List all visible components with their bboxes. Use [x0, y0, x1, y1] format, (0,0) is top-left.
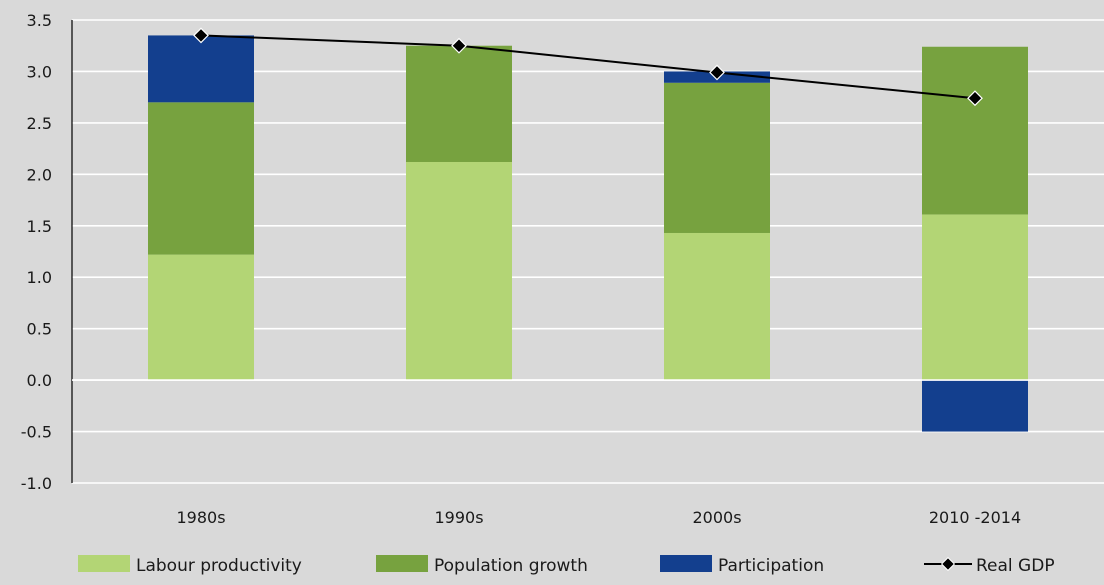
bar-labour-productivity-1980s: [148, 254, 254, 381]
legend-swatch-population-growth: [376, 555, 428, 572]
bar-population-growth-2000s: [664, 82, 770, 233]
marker-real-gdp-1990s: [451, 37, 467, 54]
legend-label-labour-productivity: Labour productivity: [136, 556, 302, 576]
y-tick-label: -0.5: [21, 423, 52, 442]
y-tick-label: -1.0: [21, 474, 52, 493]
y-tick-label: 3.5: [27, 11, 52, 30]
real-gdp-line-group: [193, 27, 983, 107]
y-tick-label: 2.5: [27, 114, 52, 133]
y-tick-label: 1.5: [27, 217, 52, 236]
y-tick-label: 3.0: [27, 62, 52, 81]
bar-population-growth-2010-2014: [922, 46, 1028, 215]
y-tick-label: 1.0: [27, 268, 52, 287]
y-tick-label: 2.0: [27, 165, 52, 184]
bar-participation-1980s: [148, 35, 254, 103]
bar-labour-productivity-1990s: [406, 161, 512, 381]
legend-swatch-labour-productivity: [78, 555, 130, 572]
bar-labour-productivity-2010-2014: [922, 214, 1028, 381]
legend-label-participation: Participation: [718, 556, 824, 576]
x-tick-label: 1990s: [434, 508, 483, 527]
x-tick-label: 2010 -2014: [929, 508, 1021, 527]
bar-population-growth-1990s: [406, 45, 512, 162]
bar-labour-productivity-2000s: [664, 232, 770, 381]
marker-real-gdp-1980s: [193, 27, 209, 44]
legend-swatch-participation: [660, 555, 712, 572]
x-tick-label: 2000s: [692, 508, 741, 527]
y-tick-label: 0.0: [27, 371, 52, 390]
bar-population-growth-1980s: [148, 102, 254, 255]
axes: 3.5 3.0 2.5 2.0 1.5 1.0 0.5 0.0 -0.5 -1.0 1980s 199…: [21, 11, 1104, 527]
line-real-gdp: [200, 34, 976, 100]
marker-real-gdp-2010-2014: [967, 90, 983, 107]
legend-label-population-growth: Population growth: [434, 556, 588, 576]
legend-label-real-gdp: Real GDP: [976, 556, 1055, 576]
legend-marker-real-gdp: [940, 556, 956, 572]
x-tick-label: 1980s: [176, 508, 225, 527]
marker-real-gdp-2000s: [709, 64, 725, 81]
bars: [148, 35, 1028, 432]
y-tick-label: 0.5: [27, 320, 52, 339]
bar-participation-2010-2014: [922, 380, 1028, 432]
legend: Labour productivity Population growth Part…: [78, 555, 1055, 576]
